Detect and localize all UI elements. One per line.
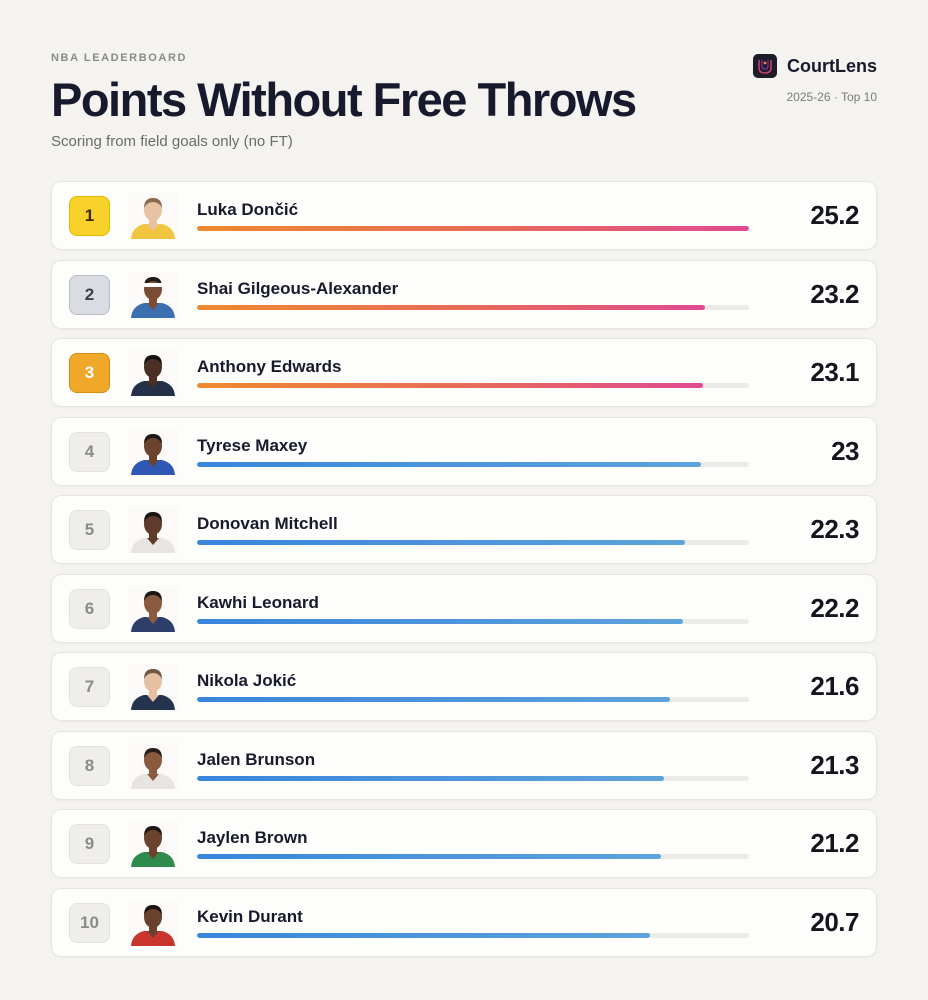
bar: [197, 540, 685, 545]
player-name: Kevin Durant: [197, 906, 303, 926]
player-avatar: [128, 428, 178, 475]
leaderboard-row: 7 Nikola Jokić 21.6: [51, 652, 877, 721]
player-name: Shai Gilgeous-Alexander: [197, 278, 399, 298]
bar: [197, 854, 661, 859]
bar-track: [197, 618, 749, 624]
bar-track: [197, 697, 749, 702]
bar-track: [197, 226, 749, 231]
player-avatar: [128, 271, 178, 318]
rank-badge: 7: [69, 667, 110, 707]
season-meta: 2025-26 · Top 10: [786, 90, 877, 104]
bar: [197, 461, 701, 467]
player-name: Nikola Jokić: [197, 671, 297, 690]
bar-track: [197, 775, 749, 781]
data-label: 21.2: [810, 828, 859, 858]
player-avatar: [128, 664, 178, 710]
bar-track: [197, 932, 749, 938]
bar: [197, 618, 683, 624]
leaderboard-row: 10 Kevin Durant 20.7: [51, 887, 877, 957]
player-avatar: [128, 742, 178, 789]
data-label: 25.2: [810, 200, 859, 230]
player-avatar: [128, 507, 178, 553]
leaderboard-row: 3 Anthony Edwards 23.1: [51, 338, 877, 407]
leaderboard-header: NBA LEADERBOARD Points Without Free Thro…: [51, 50, 877, 160]
rank-badge: 4: [69, 431, 110, 472]
rank-badge: 8: [69, 745, 110, 786]
bar: [197, 383, 703, 388]
player-name: Jalen Brunson: [197, 749, 316, 769]
bar-track: [197, 461, 749, 467]
player-avatar: [128, 899, 178, 946]
brand-name: CourtLens: [787, 55, 877, 76]
leaderboard-row: 6 Kawhi Leonard 22.2: [51, 573, 877, 643]
bar: [197, 304, 705, 310]
leaderboard-row: 5 Donovan Mitchell 22.3: [51, 495, 877, 564]
data-label: 23.2: [810, 278, 859, 309]
leaderboard-row: 8 Jalen Brunson 21.3: [51, 730, 877, 800]
leaderboard-row: 1 Luka Dončić 25.2: [51, 181, 877, 250]
rank-badge: 10: [69, 902, 110, 943]
data-label: 21.6: [810, 671, 859, 701]
player-avatar: [128, 821, 178, 867]
rank-badge: 9: [69, 824, 110, 864]
bar: [197, 932, 650, 938]
page-subtitle: Scoring from field goals only (no FT): [51, 133, 293, 150]
bar-track: [197, 383, 749, 388]
player-name: Donovan Mitchell: [197, 514, 338, 533]
data-label: 22.3: [810, 514, 859, 544]
bar-track: [197, 854, 749, 859]
player-avatar: [128, 585, 178, 632]
player-name: Tyrese Maxey: [197, 435, 308, 455]
courtlens-logo-icon: [753, 54, 777, 78]
bar-track: [197, 540, 749, 545]
rank-badge: 6: [69, 588, 110, 629]
bar: [197, 226, 749, 231]
page-title: Points Without Free Throws: [51, 73, 637, 126]
data-label: 22.2: [810, 592, 859, 623]
leaderboard-row: 4 Tyrese Maxey 23: [51, 416, 877, 486]
kicker-label: NBA LEADERBOARD: [51, 52, 188, 64]
player-name: Jaylen Brown: [197, 828, 308, 847]
rank-badge: 3: [69, 353, 110, 393]
rank-badge: 1: [69, 196, 110, 236]
bar: [197, 697, 670, 702]
player-name: Kawhi Leonard: [197, 592, 319, 612]
leaderboard-row: 2 Shai Gilgeous-Alexander 23.2: [51, 259, 877, 329]
rank-badge: 5: [69, 510, 110, 550]
player-avatar: [128, 193, 178, 239]
player-name: Luka Dončić: [197, 200, 299, 219]
data-label: 20.7: [810, 906, 859, 937]
player-name: Anthony Edwards: [197, 357, 342, 376]
data-label: 21.3: [810, 749, 859, 780]
bar: [197, 775, 664, 781]
data-label: 23.1: [810, 357, 859, 387]
rank-badge: 2: [69, 274, 110, 315]
player-avatar: [128, 350, 178, 396]
bar-track: [197, 304, 749, 310]
leaderboard-row: 9 Jaylen Brown 21.2: [51, 809, 877, 878]
brand: CourtLens: [753, 54, 877, 78]
data-label: 23: [831, 435, 859, 466]
